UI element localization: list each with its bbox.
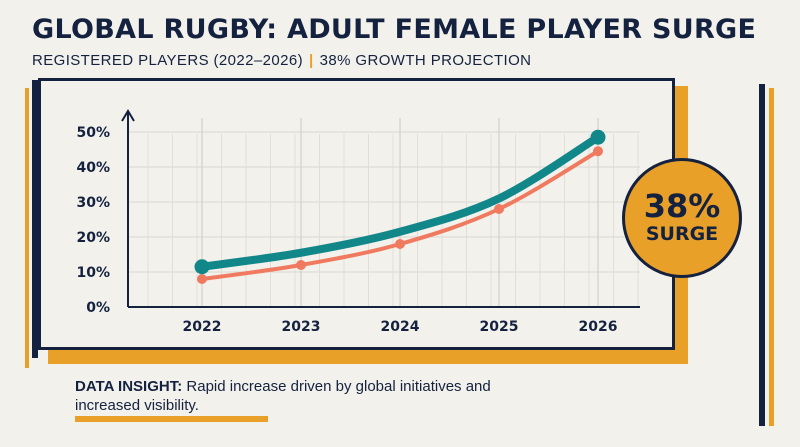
badge-value: 38% [643,187,721,225]
x-tick-label: 2022 [183,319,222,335]
y-tick-label: 10% [76,265,110,281]
data-insight: DATA INSIGHT: Rapid increase driven by g… [75,377,495,415]
badge-label: SURGE [645,223,719,245]
frame-accent-left-orange [25,88,29,368]
teal-point [194,259,210,275]
insight-underline [75,416,268,422]
y-tick-labels: 0% 10% 20% 30% 40% 50% [76,125,110,316]
y-tick-label: 40% [76,160,110,176]
frame-accent-left-navy [32,80,38,358]
surge-badge: 38% SURGE [622,158,742,278]
y-tick-label: 30% [76,195,110,211]
series-line-teal [198,133,602,271]
subtitle-range: REGISTERED PLAYERS (2022–2026) [32,52,304,69]
coral-point [593,146,603,157]
page-title: GLOBAL RUGBY: ADULT FEMALE PLAYER SURGE [32,14,757,45]
x-tick-label: 2023 [282,319,321,335]
insight-label: DATA INSIGHT: [75,378,183,395]
y-axis-arrow [121,109,135,122]
chart-series [194,129,606,284]
right-accent-bar-navy [759,84,765,426]
coral-point [197,274,207,284]
coral-point [395,239,405,249]
x-tick-label: 2024 [381,319,420,335]
page-subtitle: REGISTERED PLAYERS (2022–2026) | 38% GROWT… [32,52,531,69]
teal-point [590,129,606,145]
coral-point [296,260,306,270]
chart-axes [121,109,640,308]
subtitle-separator: | [309,52,314,69]
x-tick-labels: 2022 2023 2024 2025 2026 [183,319,618,335]
insight-text: Rapid increase driven by global initiati… [75,378,491,414]
y-tick-label: 20% [76,230,110,246]
subtitle-projection: 38% GROWTH PROJECTION [319,52,532,69]
y-tick-label: 50% [76,125,110,141]
y-tick-label: 0% [86,300,110,316]
right-accent-bar-orange [769,88,774,426]
x-tick-label: 2025 [480,319,519,335]
x-tick-label: 2026 [579,319,618,335]
coral-point [494,204,504,214]
